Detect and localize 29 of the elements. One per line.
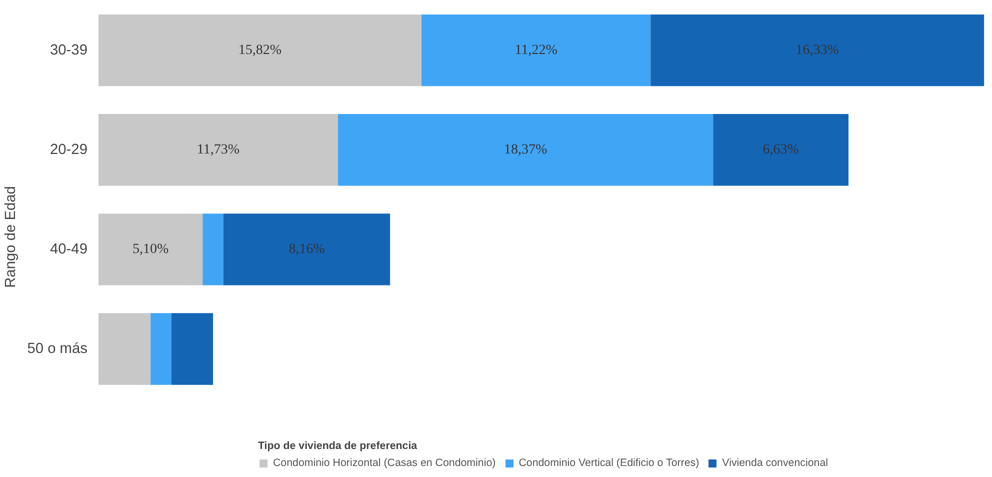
y-tick-label: 30-39 (50, 42, 88, 58)
bar (223, 214, 390, 286)
legend-label: Condominio Horizontal (Casas en Condominio) (272, 457, 496, 469)
legend-label: Vivienda convencional (722, 457, 828, 469)
data-label: 16,33% (796, 42, 840, 58)
bar (171, 313, 214, 385)
bar (650, 14, 984, 86)
legend-label: Condominio Vertical (Edificio o Torres) (518, 457, 700, 469)
bar (713, 114, 848, 186)
data-label: 15,82% (238, 42, 282, 58)
data-label: 8,16% (288, 242, 326, 257)
data-label: 11,73% (196, 142, 240, 158)
bar (98, 214, 203, 286)
y-tick-label: 40-49 (50, 241, 88, 258)
data-label: 5,10% (132, 242, 169, 257)
y-tick-label: 20-29 (50, 142, 88, 158)
bar (98, 313, 151, 385)
data-label: 11,22% (514, 42, 558, 58)
bar (422, 14, 651, 86)
data-label: 18,37% (504, 142, 548, 158)
bar (338, 114, 714, 186)
bar (150, 313, 172, 385)
y-tick-label: 50 o más (27, 341, 88, 358)
data-label: 6,63% (762, 142, 800, 158)
bar (98, 14, 422, 86)
legend-title: Tipo de vivienda de preferencia (258, 440, 418, 452)
bar (202, 214, 224, 286)
bar (98, 114, 338, 186)
y-axis-title: Rango de Edad (3, 186, 20, 288)
